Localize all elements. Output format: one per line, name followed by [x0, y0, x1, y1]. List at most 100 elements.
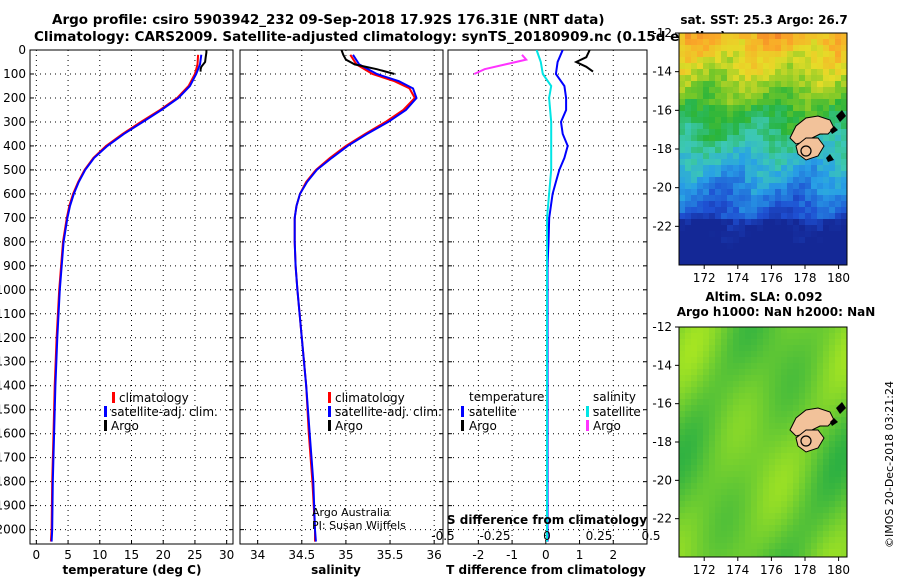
- sla-cell: [823, 513, 829, 519]
- sst-cell: [715, 201, 721, 207]
- sla-cell: [697, 525, 703, 531]
- sst-cell: [769, 207, 775, 213]
- sla-cell: [829, 441, 835, 447]
- sst-cell: [787, 87, 793, 93]
- sla-cell: [721, 501, 727, 507]
- sst-cell: [709, 51, 715, 57]
- sst-cell: [769, 261, 775, 265]
- sla-cell: [793, 351, 799, 357]
- sst-cell: [733, 93, 739, 99]
- sst-cell: [715, 231, 721, 237]
- sst-cell: [727, 255, 733, 261]
- sla-cell: [781, 525, 787, 531]
- sla-cell: [709, 453, 715, 459]
- sst-cell: [805, 75, 811, 81]
- sla-cell: [721, 405, 727, 411]
- sla-cell: [703, 423, 709, 429]
- sla-cell: [781, 363, 787, 369]
- sst-cell: [727, 69, 733, 75]
- sst-cell: [811, 111, 817, 117]
- sst-cell: [697, 51, 703, 57]
- sst-cell: [745, 183, 751, 189]
- sst-cell: [835, 105, 841, 111]
- sal-legend-satellite-label: satellite-adj. clim.: [335, 405, 442, 419]
- sst-cell: [703, 195, 709, 201]
- sst-cell: [721, 87, 727, 93]
- sst-cell: [691, 45, 697, 51]
- depth-tick-label: 0: [18, 43, 26, 57]
- sla-cell: [715, 513, 721, 519]
- sst-cell: [763, 111, 769, 117]
- sst-cell: [751, 105, 757, 111]
- sla-cell: [709, 417, 715, 423]
- sst-cell: [781, 75, 787, 81]
- sla-cell: [829, 471, 835, 477]
- sla-cell: [715, 549, 721, 555]
- sla-cell: [709, 399, 715, 405]
- sla-cell: [739, 549, 745, 555]
- sst-cell: [703, 261, 709, 265]
- sla-cell: [823, 441, 829, 447]
- sst-cell: [697, 57, 703, 63]
- sst-cell: [841, 183, 847, 189]
- sst-cell: [709, 171, 715, 177]
- sla-cell: [739, 471, 745, 477]
- sst-cell: [829, 51, 835, 57]
- sst-cell: [775, 99, 781, 105]
- sst-cell: [787, 63, 793, 69]
- sla-cell: [817, 537, 823, 543]
- sla-cell: [817, 549, 823, 555]
- sst-cell: [685, 123, 691, 129]
- sla-cell: [721, 495, 727, 501]
- sst-cell: [823, 177, 829, 183]
- sst-cell: [739, 147, 745, 153]
- salinity-series-satellite-adj-clim-: [293, 54, 418, 542]
- sla-cell: [793, 471, 799, 477]
- sla-cell: [679, 345, 685, 351]
- header-line-2: Climatology: CARS2009. Satellite-adjuste…: [34, 29, 726, 45]
- sst-cell: [811, 39, 817, 45]
- sla-cell: [715, 537, 721, 543]
- sst-cell: [823, 243, 829, 249]
- salinity-grid: [240, 49, 443, 544]
- sst-cell: [721, 237, 727, 243]
- sla-cell: [739, 411, 745, 417]
- sla-cell: [841, 471, 847, 477]
- sst-cell: [679, 219, 685, 225]
- sla-cell: [763, 351, 769, 357]
- sst-cell: [721, 123, 727, 129]
- sst-cell: [727, 207, 733, 213]
- sla-cell: [685, 387, 691, 393]
- sst-cell: [727, 225, 733, 231]
- sla-cell: [745, 483, 751, 489]
- sla-cell: [697, 483, 703, 489]
- sla-cell: [721, 381, 727, 387]
- sst-cell: [829, 153, 835, 159]
- sst-cell: [679, 129, 685, 135]
- sst-cell: [751, 243, 757, 249]
- sla-cell: [823, 399, 829, 405]
- sla-cell: [757, 381, 763, 387]
- sst-cell: [787, 75, 793, 81]
- sla-cell: [733, 519, 739, 525]
- sla-cell: [775, 477, 781, 483]
- sst-cell: [811, 219, 817, 225]
- sst-cell: [829, 141, 835, 147]
- map-ytick-label: -20: [652, 181, 672, 195]
- sst-cell: [745, 207, 751, 213]
- sla-cell: [745, 531, 751, 537]
- sla-cell: [751, 411, 757, 417]
- sst-cell: [817, 249, 823, 255]
- sla-cell: [775, 537, 781, 543]
- sst-cell: [775, 243, 781, 249]
- sst-cell: [757, 189, 763, 195]
- sst-cell: [757, 183, 763, 189]
- sla-cell: [817, 471, 823, 477]
- sla-cell: [811, 393, 817, 399]
- sst-cell: [793, 219, 799, 225]
- map-xtick-label: 178: [794, 271, 817, 285]
- sla-cell: [769, 525, 775, 531]
- sst-cell: [841, 51, 847, 57]
- sla-cell: [697, 387, 703, 393]
- sla-cell: [835, 537, 841, 543]
